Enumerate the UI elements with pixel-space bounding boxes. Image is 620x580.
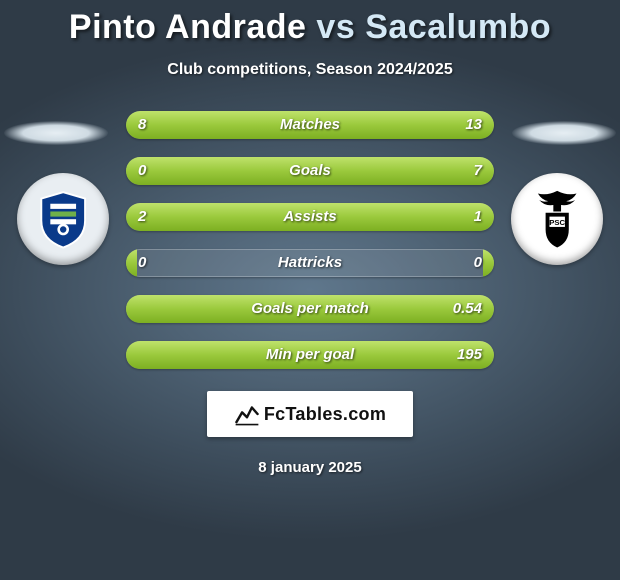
stat-label: Goals per match [126,295,494,323]
right-player-silhouette [512,121,616,145]
stat-label: Min per goal [126,341,494,369]
stat-row-hattricks: 00Hattricks [126,249,494,277]
fc-porto-crest-svg [31,187,95,251]
portimonense-crest: PSC [511,173,603,265]
stat-label: Hattricks [126,249,494,277]
player1-name: Pinto Andrade [69,8,307,46]
stat-row-matches: 813Matches [126,111,494,139]
left-player-silhouette [4,121,108,145]
stat-row-goals: 07Goals [126,157,494,185]
player2-name: Sacalumbo [365,8,551,46]
comparison-body: 813Matches 07Goals 21Assists 00Hattricks 0.5… [0,111,620,369]
stat-row-min-per-goal: 195Min per goal [126,341,494,369]
stat-row-goals-per-match: 0.54Goals per match [126,295,494,323]
stat-label: Assists [126,203,494,231]
stat-label: Matches [126,111,494,139]
vs-text: vs [316,8,355,46]
left-side [6,111,126,265]
fctables-chart-icon [234,401,260,427]
snapshot-date: 8 january 2025 [0,459,620,476]
fc-porto-crest [17,173,109,265]
stat-label: Goals [126,157,494,185]
fctables-brand-text: FcTables.com [264,404,386,425]
comparison-title: Pinto Andrade vs Sacalumbo [0,0,620,47]
svg-text:PSC: PSC [549,218,565,227]
portimonense-crest-svg: PSC [525,187,589,251]
stat-row-assists: 21Assists [126,203,494,231]
right-side: PSC [494,111,614,265]
stats-bars: 813Matches 07Goals 21Assists 00Hattricks 0.5… [126,111,494,369]
fctables-logo: FcTables.com [207,391,413,437]
subtitle: Club competitions, Season 2024/2025 [0,61,620,79]
